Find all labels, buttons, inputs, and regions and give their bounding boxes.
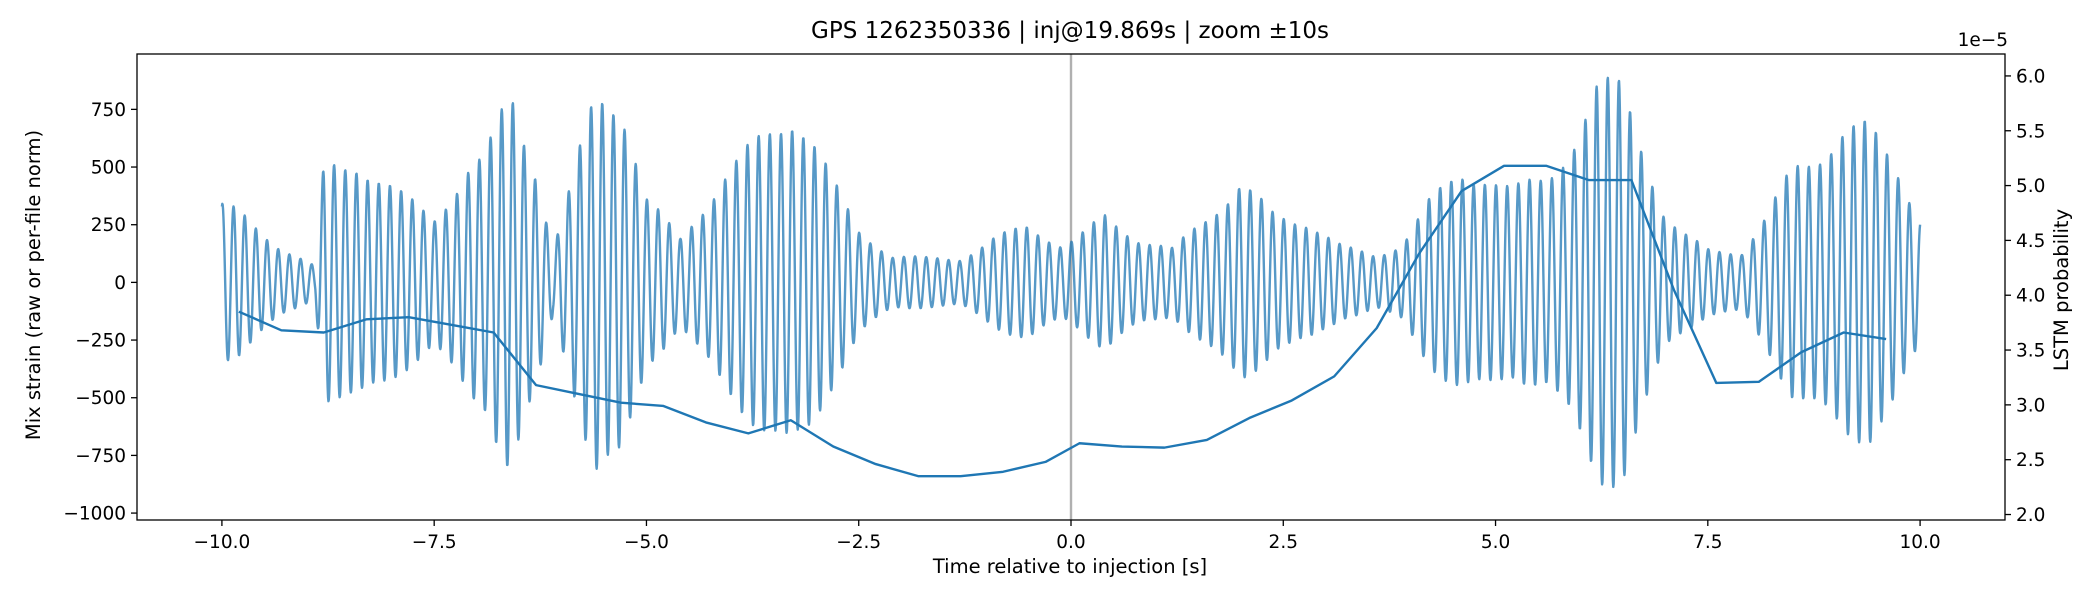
x-tick-label: 2.5 xyxy=(1269,532,1298,553)
right-y-tick-label: 2.0 xyxy=(2016,505,2045,526)
right-y-tick-label: 5.0 xyxy=(2016,176,2045,197)
x-tick-label: −7.5 xyxy=(412,532,457,553)
x-tick-label: 5.0 xyxy=(1481,532,1510,553)
x-tick-label: 10.0 xyxy=(1899,532,1940,553)
lstm-points xyxy=(238,165,1887,477)
x-tick-label: −5.0 xyxy=(624,532,669,553)
right-axis-offset-label: 1e−5 xyxy=(1958,30,2008,51)
left-y-tick-label: −750 xyxy=(75,446,126,467)
left-y-axis-label: Mix strain (raw or per-file norm) xyxy=(22,130,45,440)
left-y-tick-label: 250 xyxy=(91,215,126,236)
right-y-tick-label: 3.0 xyxy=(2016,395,2045,416)
left-y-tick-label: 500 xyxy=(91,158,126,179)
strain-series-line xyxy=(220,76,1922,489)
x-tick-label: 0.0 xyxy=(1056,532,1085,553)
right-y-tick-label: 4.0 xyxy=(2016,286,2045,307)
x-tick-label: 7.5 xyxy=(1693,532,1722,553)
x-tick-label: −10.0 xyxy=(194,532,251,553)
right-y-tick-label: 5.5 xyxy=(2016,121,2045,142)
left-y-tick-label: 750 xyxy=(91,100,126,121)
left-y-tick-label: −250 xyxy=(75,331,126,352)
right-y-tick-label: 4.5 xyxy=(2016,231,2045,252)
left-y-tick-label: 0 xyxy=(114,273,126,294)
left-y-tick-label: −500 xyxy=(75,388,126,409)
plot-area: −10.0 −7.5 −5.0 −2.5 0.0 2.5 5.0 7.5 10.0 −1000 −7… xyxy=(63,53,2045,553)
x-tick-label: −2.5 xyxy=(836,532,881,553)
right-y-tick-label: 6.0 xyxy=(2016,66,2045,87)
right-y-tick-label: 2.5 xyxy=(2016,450,2045,471)
lstm-series-line xyxy=(238,164,1887,478)
right-y-axis-label: LSTM probability xyxy=(2050,209,2073,371)
chart-title: GPS 1262350336 | inj@19.869s | zoom ±10s xyxy=(811,18,1329,44)
left-y-tick-label: −1000 xyxy=(63,504,126,525)
x-axis-label: Time relative to injection [s] xyxy=(932,555,1207,578)
right-y-tick-label: 3.5 xyxy=(2016,341,2045,362)
